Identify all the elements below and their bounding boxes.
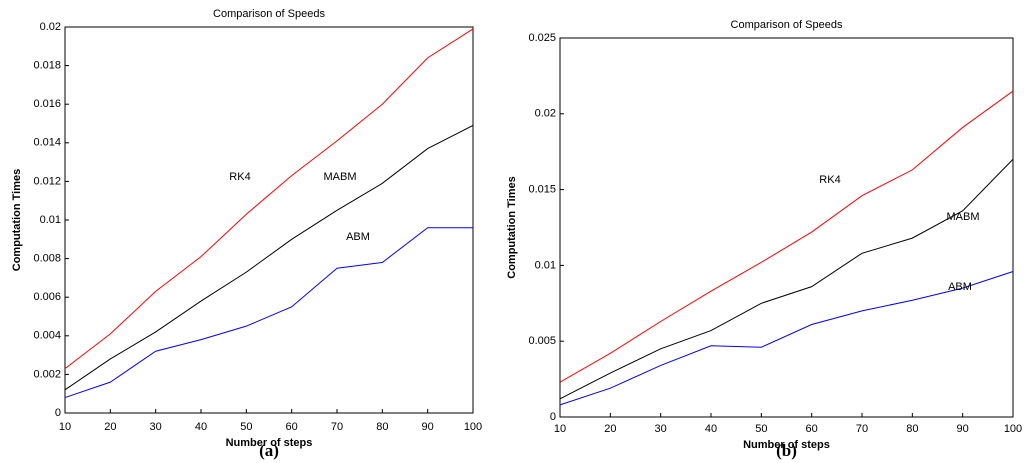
y-tick-label: 0.012 (33, 175, 61, 187)
series-line (64, 124, 474, 391)
x-tick-label: 90 (957, 423, 969, 435)
y-tick-label: 0.014 (33, 137, 61, 149)
y-tick-label: 0.008 (33, 253, 61, 265)
series-label: RK4 (229, 171, 250, 183)
x-tick-label: 80 (906, 423, 918, 435)
x-tick-label: 100 (464, 421, 482, 433)
caption: (b) (776, 441, 797, 460)
x-axis-label: Number of steps (743, 439, 830, 451)
plot-frame (64, 26, 474, 414)
plot-frame (559, 37, 1014, 418)
chart-title: Comparison of Speeds (213, 8, 325, 20)
y-tick-label: 0.006 (33, 291, 61, 303)
x-tick-label: 70 (856, 423, 868, 435)
x-tick-label: 100 (1004, 423, 1022, 435)
chart-title: Comparison of Speeds (731, 19, 843, 31)
x-tick-label: 90 (422, 421, 434, 433)
series-line (559, 270, 1014, 406)
y-tick-label: 0.018 (33, 60, 61, 72)
y-tick-label: 0.002 (33, 368, 61, 380)
x-tick-label: 80 (376, 421, 388, 433)
y-tick-label: 0.01 (535, 259, 556, 271)
series-label: RK4 (819, 174, 840, 186)
x-tick-label: 30 (655, 423, 667, 435)
x-tick-label: 60 (286, 421, 298, 433)
y-tick-label: 0.015 (528, 184, 556, 196)
y-tick-label: 0.025 (528, 32, 556, 44)
y-tick-label: 0.005 (528, 335, 556, 347)
y-tick-label: 0.016 (33, 98, 61, 110)
x-tick-label: 50 (755, 423, 767, 435)
y-tick-label: 0 (55, 407, 61, 419)
y-tick-label: 0.02 (40, 21, 61, 33)
y-tick-label: 0.02 (535, 108, 556, 120)
series-line (559, 90, 1014, 383)
x-tick-label: 50 (240, 421, 252, 433)
series-line (64, 227, 473, 399)
y-tick-label: 0 (550, 411, 556, 423)
y-tick-label: 0.004 (33, 330, 61, 342)
series-label: ABM (346, 231, 370, 243)
x-tick-label: 20 (104, 421, 116, 433)
y-axis-label: Computation Times (506, 176, 518, 278)
caption: (a) (259, 441, 279, 460)
x-axis-label: Number of steps (226, 437, 313, 449)
y-tick-label: 0.01 (40, 214, 61, 226)
y-axis-label: Computation Times (11, 169, 23, 271)
series-line (64, 28, 474, 370)
x-tick-label: 10 (59, 421, 71, 433)
x-tick-label: 20 (604, 423, 616, 435)
series-line (559, 158, 1014, 400)
series-label: MABM (947, 211, 980, 223)
x-tick-label: 10 (554, 423, 566, 435)
x-tick-label: 70 (331, 421, 343, 433)
x-tick-label: 60 (806, 423, 818, 435)
series-label: MABM (324, 171, 357, 183)
x-tick-label: 30 (150, 421, 162, 433)
x-tick-label: 40 (705, 423, 717, 435)
x-tick-label: 40 (195, 421, 207, 433)
series-label: ABM (948, 281, 972, 293)
